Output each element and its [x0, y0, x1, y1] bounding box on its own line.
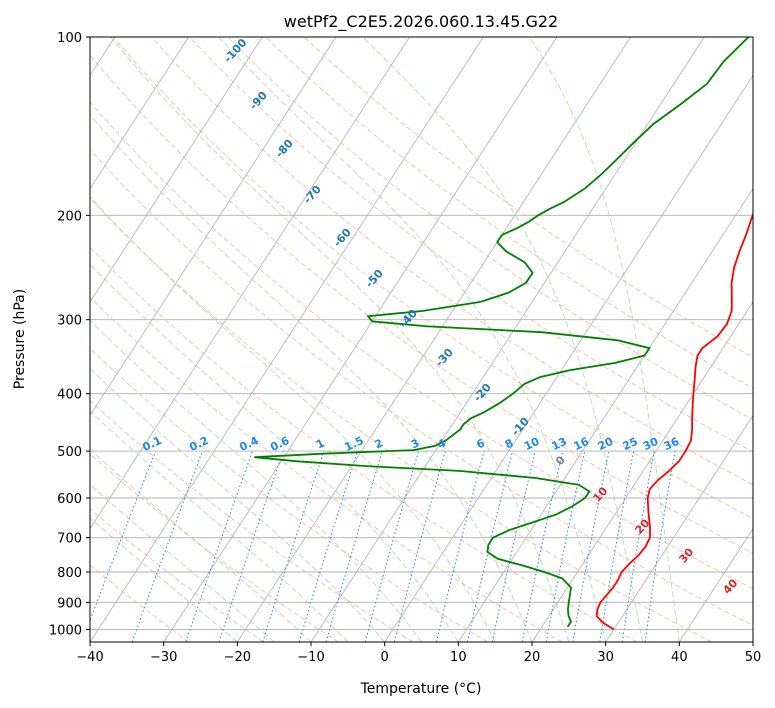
x-tick-label: −10: [297, 650, 324, 665]
x-tick-label: −40: [76, 650, 103, 665]
moist-adiabat: [90, 448, 312, 642]
mixing-ratio-line: [218, 450, 284, 642]
moist-adiabat: [90, 484, 275, 642]
x-axis: −40 −30 −20 −10 0 10 20 30 40 50: [76, 642, 761, 665]
x-tick-label: 10: [450, 650, 467, 665]
x-tick-label: 30: [597, 650, 614, 665]
dry-adiabat: [90, 347, 488, 642]
x-tick-label: 20: [524, 650, 541, 665]
y-tick-label: 300: [57, 314, 82, 329]
y-tick-label: 800: [57, 566, 82, 581]
isotherm-line: [384, 74, 753, 642]
moist-adiabat: [528, 37, 680, 642]
mixing-ratio-line: [131, 450, 203, 642]
dry-adiabat: [90, 296, 563, 642]
moist-adiabat: [90, 114, 533, 642]
isotherm-line: [236, 37, 631, 642]
y-tick-label: 900: [57, 596, 82, 611]
y-tick-label: 100: [57, 31, 82, 46]
mixing-ratio-label: 13: [550, 435, 569, 453]
isotherm-line: [457, 187, 753, 642]
isotherm-line: [678, 527, 753, 642]
y-tick-label: 600: [57, 492, 82, 507]
x-tick-label: 50: [745, 650, 762, 665]
moist-adiabat: [90, 368, 386, 642]
moist-adiabat: [90, 517, 238, 642]
x-tick-label: −20: [224, 650, 251, 665]
mixing-ratio-line: [325, 450, 383, 642]
mixing-ratio-line: [298, 450, 359, 642]
mixing-ratio-label: 25: [621, 435, 640, 453]
dry-adiabat: [90, 149, 753, 626]
dry-adiabat: [189, 37, 753, 453]
isotherm-line: [605, 414, 753, 642]
dry-adiabat: [90, 197, 712, 642]
mixing-ratio-line: [185, 450, 253, 642]
plot-area: [90, 37, 753, 642]
isotherm-line: [531, 301, 753, 642]
mixing-ratio-label: 30: [641, 435, 661, 453]
dry-adiabat: [303, 37, 753, 358]
plot-frame: [89, 36, 754, 643]
isotherm-line: [90, 37, 410, 530]
y-tick-label: 500: [57, 445, 82, 460]
y-axis: 100 200 300 400 500 600 700 800 900 1000: [49, 31, 90, 638]
moist-adiabat: [110, 37, 570, 642]
chart-title: wetPf2_C2E5.2026.060.13.45.G22: [284, 12, 558, 32]
mixing-ratio-label: 16: [572, 435, 592, 453]
moist-adiabat: [90, 263, 459, 642]
mixing-ratio-line: [90, 450, 157, 622]
moist-adiabat: [362, 37, 643, 642]
dry-adiabat: [90, 246, 638, 642]
y-tick-label: 400: [57, 388, 82, 403]
x-axis-label: Temperature (°C): [360, 681, 482, 697]
temperature-profile: [595, 211, 753, 631]
dry-adiabat: [265, 37, 753, 389]
mixing-ratio-line: [262, 450, 325, 642]
mixing-ratio-line: [364, 450, 420, 642]
mixing-ratio-line: [491, 450, 536, 642]
dewpoint-profile: [254, 37, 750, 628]
dry-adiabat: [90, 101, 753, 590]
isotherm-line: [90, 37, 263, 303]
isotherm-line: [163, 37, 558, 642]
mixing-ratio-line: [644, 451, 676, 642]
y-tick-label: 200: [57, 209, 82, 224]
dry-adiabat: [151, 37, 753, 486]
moist-adiabat: [90, 410, 349, 642]
x-tick-label: 40: [671, 650, 688, 665]
isotherm-line: [90, 37, 189, 190]
isotherm-line: [90, 37, 337, 417]
mixing-ratio-line: [393, 450, 446, 642]
y-tick-label: 1000: [49, 623, 82, 638]
moist-adiabat: [90, 196, 496, 642]
dry-adiabat: [90, 508, 264, 642]
mixing-ratio-label: 36: [662, 435, 682, 453]
x-tick-label: 0: [381, 650, 389, 665]
y-tick-label: 700: [57, 532, 82, 547]
mixing-ratio-line: [467, 450, 514, 642]
mixing-ratio-label: 20: [596, 435, 616, 453]
dry-adiabat: [112, 37, 753, 520]
y-axis-label: Pressure (hPa): [12, 289, 28, 389]
mixing-ratio-line: [435, 450, 485, 642]
x-tick-label: −30: [150, 650, 177, 665]
mixing-ratio-label: 10: [522, 435, 542, 453]
